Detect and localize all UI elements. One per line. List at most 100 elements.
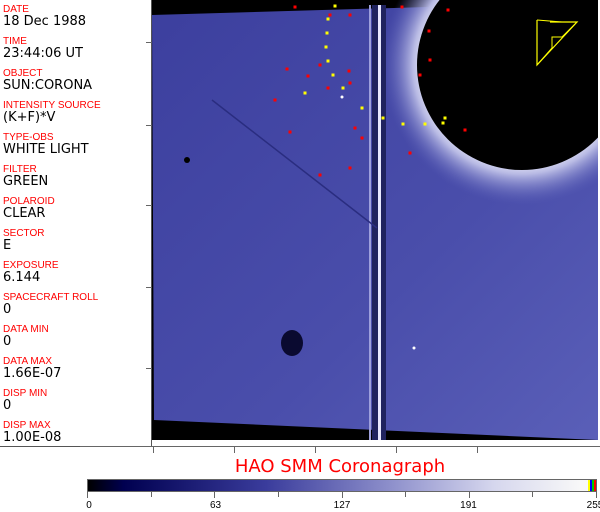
red-marker (318, 63, 322, 67)
red-marker (348, 13, 352, 17)
red-marker (360, 136, 364, 140)
yellow-marker (326, 59, 330, 63)
axis-tick (146, 287, 152, 288)
colorbar-tick (277, 492, 279, 497)
red-marker (353, 126, 357, 130)
axis-tick (315, 446, 316, 453)
red-marker (348, 81, 352, 85)
colorbar-tick-label: 255 (586, 500, 600, 511)
red-marker (446, 8, 450, 12)
axis-tick (396, 446, 397, 453)
field-value: 0 (3, 302, 12, 317)
field-value: 6.144 (3, 270, 41, 285)
dust-spot (281, 330, 303, 356)
red-marker (428, 58, 432, 62)
field-label: FILTER (3, 164, 37, 175)
yellow-marker (325, 31, 329, 35)
field-label: DATA MAX (3, 356, 53, 367)
field-label: TIME (3, 36, 27, 47)
colorbar-tick (341, 492, 343, 498)
colorbar-tick (468, 492, 470, 498)
field-value: SUN:CORONA (3, 78, 93, 93)
field-value: 1.00E-08 (3, 430, 62, 445)
field-value: (K+F)*V (3, 110, 56, 125)
red-marker (328, 13, 332, 17)
axis-tick (234, 446, 235, 453)
field-label: SPACECRAFT ROLL (3, 292, 99, 303)
colorbar-tick (596, 492, 597, 498)
axis-tick (146, 125, 152, 126)
yellow-marker (401, 122, 405, 126)
yellow-marker (360, 106, 364, 110)
red-marker (293, 5, 297, 9)
red-marker (306, 74, 310, 78)
field-label: SECTOR (3, 228, 45, 239)
axis-tick (146, 42, 152, 43)
field-label: DISP MIN (3, 388, 48, 399)
colorbar-tick (405, 492, 407, 497)
field-label: DATA MIN (3, 324, 49, 335)
field-value: 0 (3, 398, 12, 413)
field-value: 1.66E-07 (3, 366, 62, 381)
red-marker (318, 173, 322, 177)
yellow-marker (303, 91, 307, 95)
colorbar-tick (532, 492, 534, 497)
metadata-panel: DATE 18 Dec 1988 TIME 23:44:06 UT OBJECT SUN:… (0, 0, 152, 447)
field-value: E (3, 238, 12, 253)
yellow-marker (341, 86, 345, 90)
colorbar-tick-label: 0 (86, 500, 92, 511)
axis-tick (477, 446, 478, 453)
red-marker (326, 86, 330, 90)
red-marker (408, 151, 412, 155)
axis-tick (153, 446, 154, 453)
field-label: DISP MAX (3, 420, 51, 431)
axis-tick (146, 205, 152, 206)
yellow-marker (331, 73, 335, 77)
colorbar-overlay-swatch (588, 480, 590, 491)
field-value: 18 Dec 1988 (3, 14, 87, 29)
colorbar-tick-label: 63 (209, 500, 222, 511)
yellow-marker (381, 116, 385, 120)
field-value: CLEAR (3, 206, 46, 221)
field-label: TYPE-OBS (3, 132, 54, 143)
red-marker (285, 67, 289, 71)
axis-tick (80, 446, 600, 447)
red-marker (427, 29, 431, 33)
colorbar-overlay-swatch (594, 480, 596, 491)
colorbar-tick (87, 492, 88, 498)
red-marker (288, 130, 292, 134)
colorbar-tick (150, 492, 152, 497)
yellow-marker (326, 17, 330, 21)
colorbar-tick (214, 492, 216, 498)
colorbar-overlay-swatch (592, 480, 594, 491)
field-value: WHITE LIGHT (3, 142, 89, 157)
red-marker (463, 128, 467, 132)
field-label: OBJECT (3, 68, 43, 79)
colorbar-tick-label: 191 (460, 500, 477, 511)
field-value: GREEN (3, 174, 49, 189)
field-label: POLAROID (3, 196, 55, 207)
red-marker (273, 98, 277, 102)
field-label: DATE (3, 4, 29, 15)
coronagraph-image (152, 0, 598, 440)
colorbar (87, 479, 597, 492)
colorbar-tick-label: 127 (333, 500, 351, 511)
colorbar-overlay-swatch (590, 480, 592, 491)
yellow-marker (423, 122, 427, 126)
yellow-marker (324, 45, 328, 49)
red-marker (347, 69, 351, 73)
red-marker (418, 73, 422, 77)
instrument-title: HAO SMM Coronagraph (234, 456, 446, 477)
red-marker (348, 166, 352, 170)
yellow-marker (441, 121, 445, 125)
yellow-marker (443, 116, 447, 120)
field-label: EXPOSURE (3, 260, 59, 271)
field-label: INTENSITY SOURCE (3, 100, 101, 111)
field-value: 0 (3, 334, 12, 349)
red-marker (400, 5, 404, 9)
overlay-markers (273, 4, 467, 177)
field-value: 23:44:06 UT (3, 46, 83, 61)
axis-tick (146, 368, 152, 369)
yellow-marker (333, 4, 337, 8)
occulter-disk (417, 0, 598, 170)
